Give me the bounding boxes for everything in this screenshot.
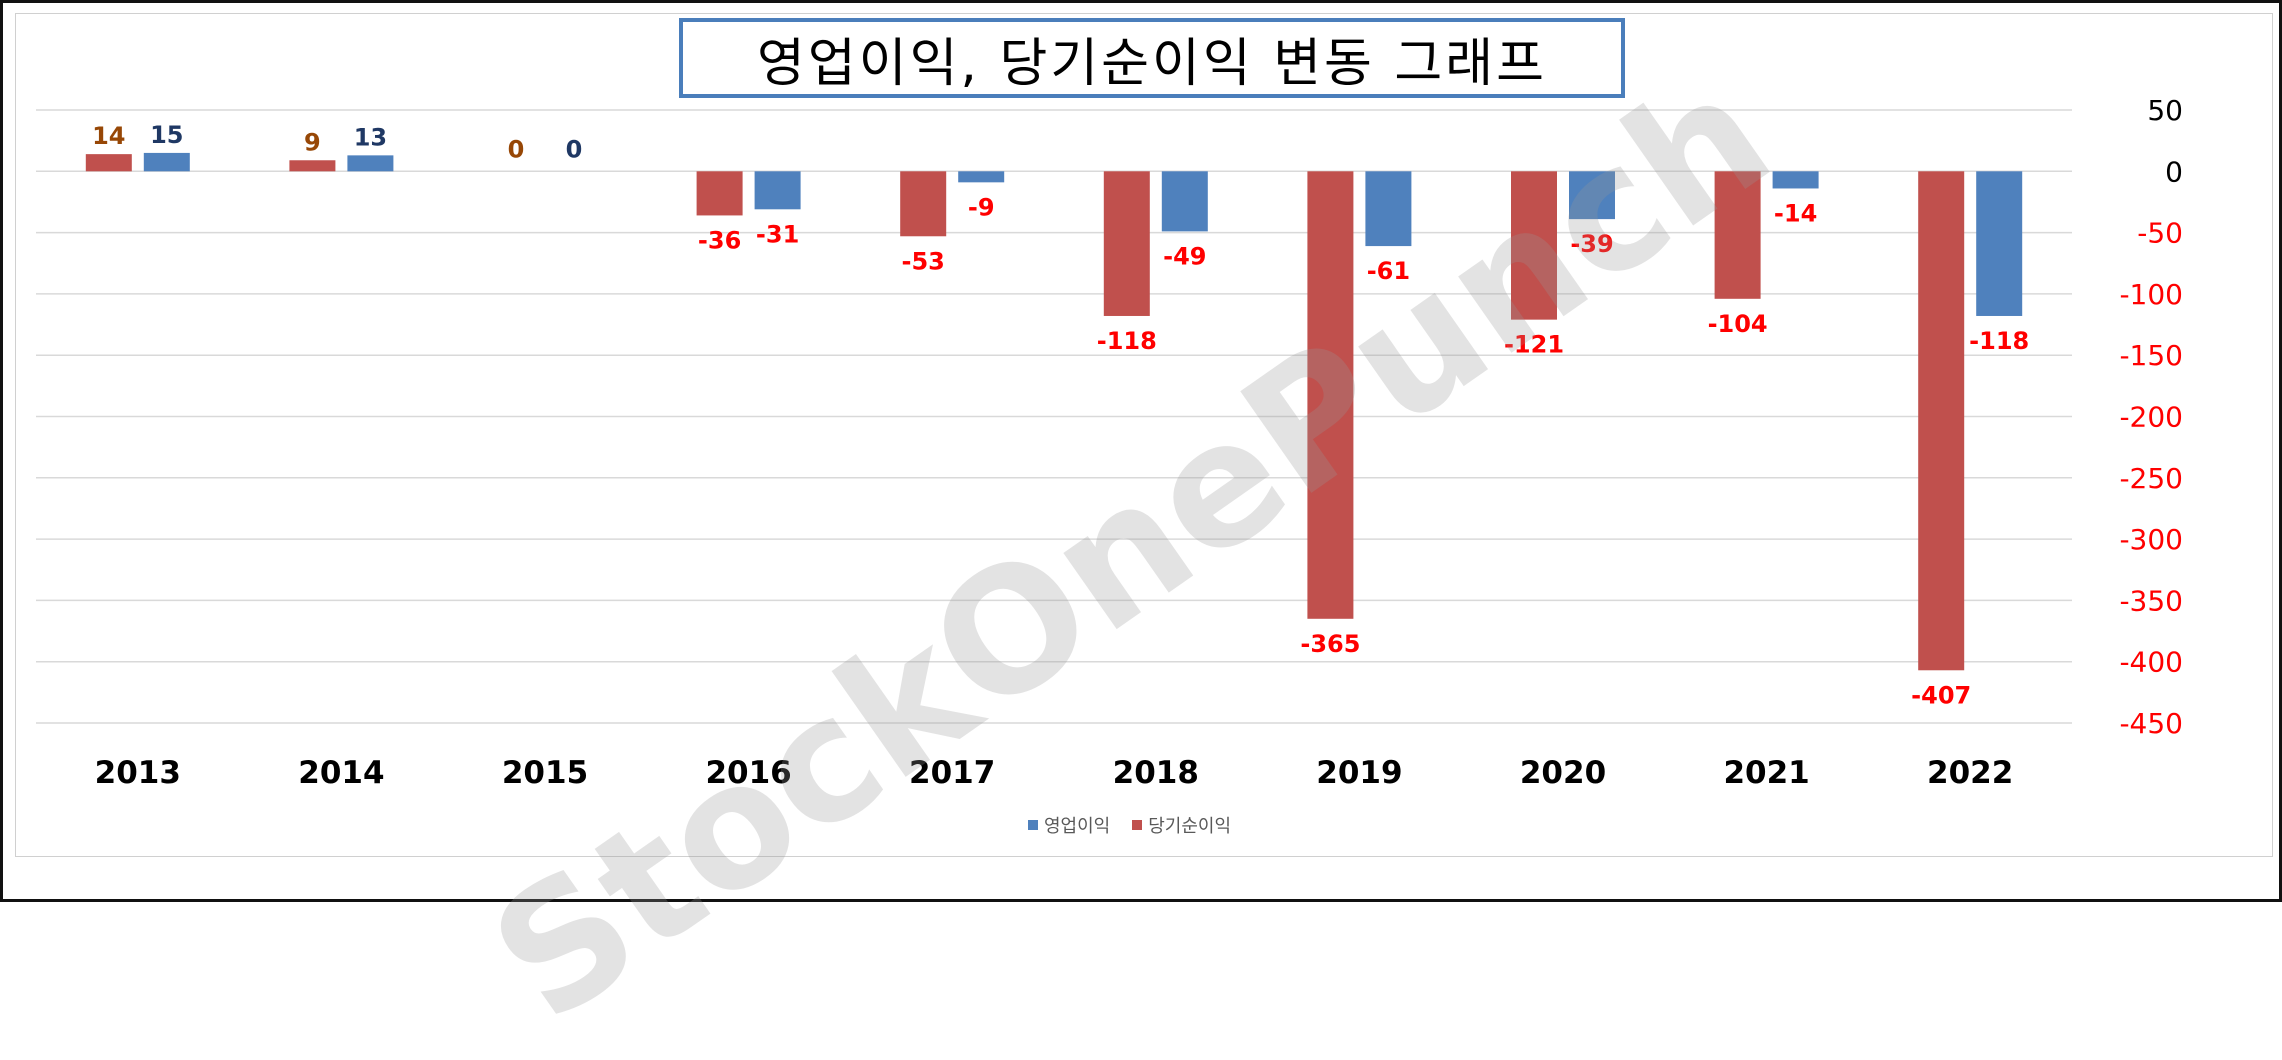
y-tick-label: -400 xyxy=(2119,646,2183,679)
x-tick-label: 2020 xyxy=(1520,755,1606,791)
x-tick-label: 2015 xyxy=(502,755,588,791)
bar-operating-profit xyxy=(1161,171,1208,232)
bar-operating-profit xyxy=(1569,171,1615,220)
chart-area xyxy=(15,13,2273,857)
bar-net-income xyxy=(1714,171,1761,299)
x-axis-ticks: 2013 2014 2015 2016 2017 2018 2019 2020 2021 2022 xyxy=(95,755,2014,791)
data-label-net-income: 14 xyxy=(92,122,125,150)
y-tick-label: -450 xyxy=(2119,707,2183,740)
chart-title: 영업이익, 당기순이익 변동 그래프 xyxy=(757,33,1547,94)
data-label-operating-profit: -118 xyxy=(1969,327,2029,355)
bar-chart: 14 15 9 13 0 0 -36 -31 -53 -9 -118 -49 -365 -61 -121 -3… xyxy=(36,94,2183,791)
legend-swatch-operating-profit xyxy=(1028,820,1038,830)
bar-net-income xyxy=(1918,171,1965,671)
y-tick-label: -250 xyxy=(2119,462,2183,495)
bar-net-income xyxy=(289,160,336,172)
legend-label-net-income: 당기순이익 xyxy=(1148,816,1232,837)
chart-frame xyxy=(0,0,2282,902)
bar-operating-profit xyxy=(1976,171,2023,316)
data-label-net-income: -365 xyxy=(1300,630,1360,658)
data-label-operating-profit: -39 xyxy=(1570,230,1613,258)
data-label-net-income: -118 xyxy=(1097,327,1157,355)
data-label-operating-profit: -31 xyxy=(756,220,799,248)
y-tick-label: -50 xyxy=(2137,217,2183,250)
bar-operating-profit xyxy=(143,152,190,172)
bar-net-income xyxy=(696,171,743,216)
bar-net-income xyxy=(1307,171,1354,619)
data-label-net-income: 9 xyxy=(304,128,321,156)
y-axis-ticks: 50 0 -50 -100 -150 -200 -250 -300 -350 -400 -450 xyxy=(2119,94,2183,740)
x-tick-label: 2021 xyxy=(1723,755,1809,791)
bar-operating-profit xyxy=(754,171,801,210)
x-tick-label: 2016 xyxy=(705,755,791,791)
x-tick-label: 2019 xyxy=(1316,755,1402,791)
y-tick-label: -150 xyxy=(2119,339,2183,372)
legend-label-operating-profit: 영업이익 xyxy=(1044,816,1111,837)
x-tick-label: 2017 xyxy=(909,755,995,791)
data-label-operating-profit: -61 xyxy=(1367,257,1410,285)
bar-operating-profit xyxy=(958,171,1005,183)
y-tick-label: -350 xyxy=(2119,584,2183,617)
data-labels: 14 15 9 13 0 0 -36 -31 -53 -9 -118 -49 -365 -61 -121 -3… xyxy=(92,121,2029,709)
data-label-operating-profit: -9 xyxy=(968,193,995,221)
y-tick-label: 50 xyxy=(2147,94,2183,127)
y-tick-label: -300 xyxy=(2119,523,2183,556)
bar-operating-profit xyxy=(1365,171,1412,247)
bar-operating-profit xyxy=(347,155,394,172)
x-tick-label: 2022 xyxy=(1927,755,2013,791)
legend: 영업이익 당기순이익 xyxy=(1028,812,1231,838)
legend-item-operating-profit: 영업이익 xyxy=(1028,812,1110,838)
y-tick-label: -100 xyxy=(2119,278,2183,311)
data-label-operating-profit: 15 xyxy=(150,121,183,149)
bar-operating-profit xyxy=(1772,171,1819,189)
bar-net-income xyxy=(1511,171,1557,320)
data-label-operating-profit: -14 xyxy=(1774,199,1817,227)
bars xyxy=(85,152,2023,671)
legend-item-net-income: 당기순이익 xyxy=(1132,812,1231,838)
x-tick-label: 2014 xyxy=(298,755,384,791)
data-label-net-income: -121 xyxy=(1504,331,1564,359)
data-label-net-income: 0 xyxy=(508,135,525,163)
y-tick-label: 0 xyxy=(2165,155,2183,188)
data-label-net-income: -36 xyxy=(698,226,741,254)
bar-net-income xyxy=(900,171,947,237)
data-label-net-income: -104 xyxy=(1708,310,1768,338)
x-tick-label: 2018 xyxy=(1113,755,1199,791)
x-tick-label: 2013 xyxy=(95,755,181,791)
data-label-operating-profit: -49 xyxy=(1163,242,1206,270)
y-tick-label: -200 xyxy=(2119,401,2183,434)
legend-swatch-net-income xyxy=(1132,820,1143,830)
gridlines xyxy=(36,109,2072,724)
data-label-net-income: -53 xyxy=(902,247,945,275)
data-label-operating-profit: 13 xyxy=(354,123,387,151)
chart-title-box: 영업이익, 당기순이익 변동 그래프 xyxy=(679,18,1625,98)
data-label-net-income: -407 xyxy=(1911,681,1971,709)
bar-net-income xyxy=(1103,171,1150,316)
bar-net-income xyxy=(85,154,132,172)
data-label-operating-profit: 0 xyxy=(566,135,583,163)
